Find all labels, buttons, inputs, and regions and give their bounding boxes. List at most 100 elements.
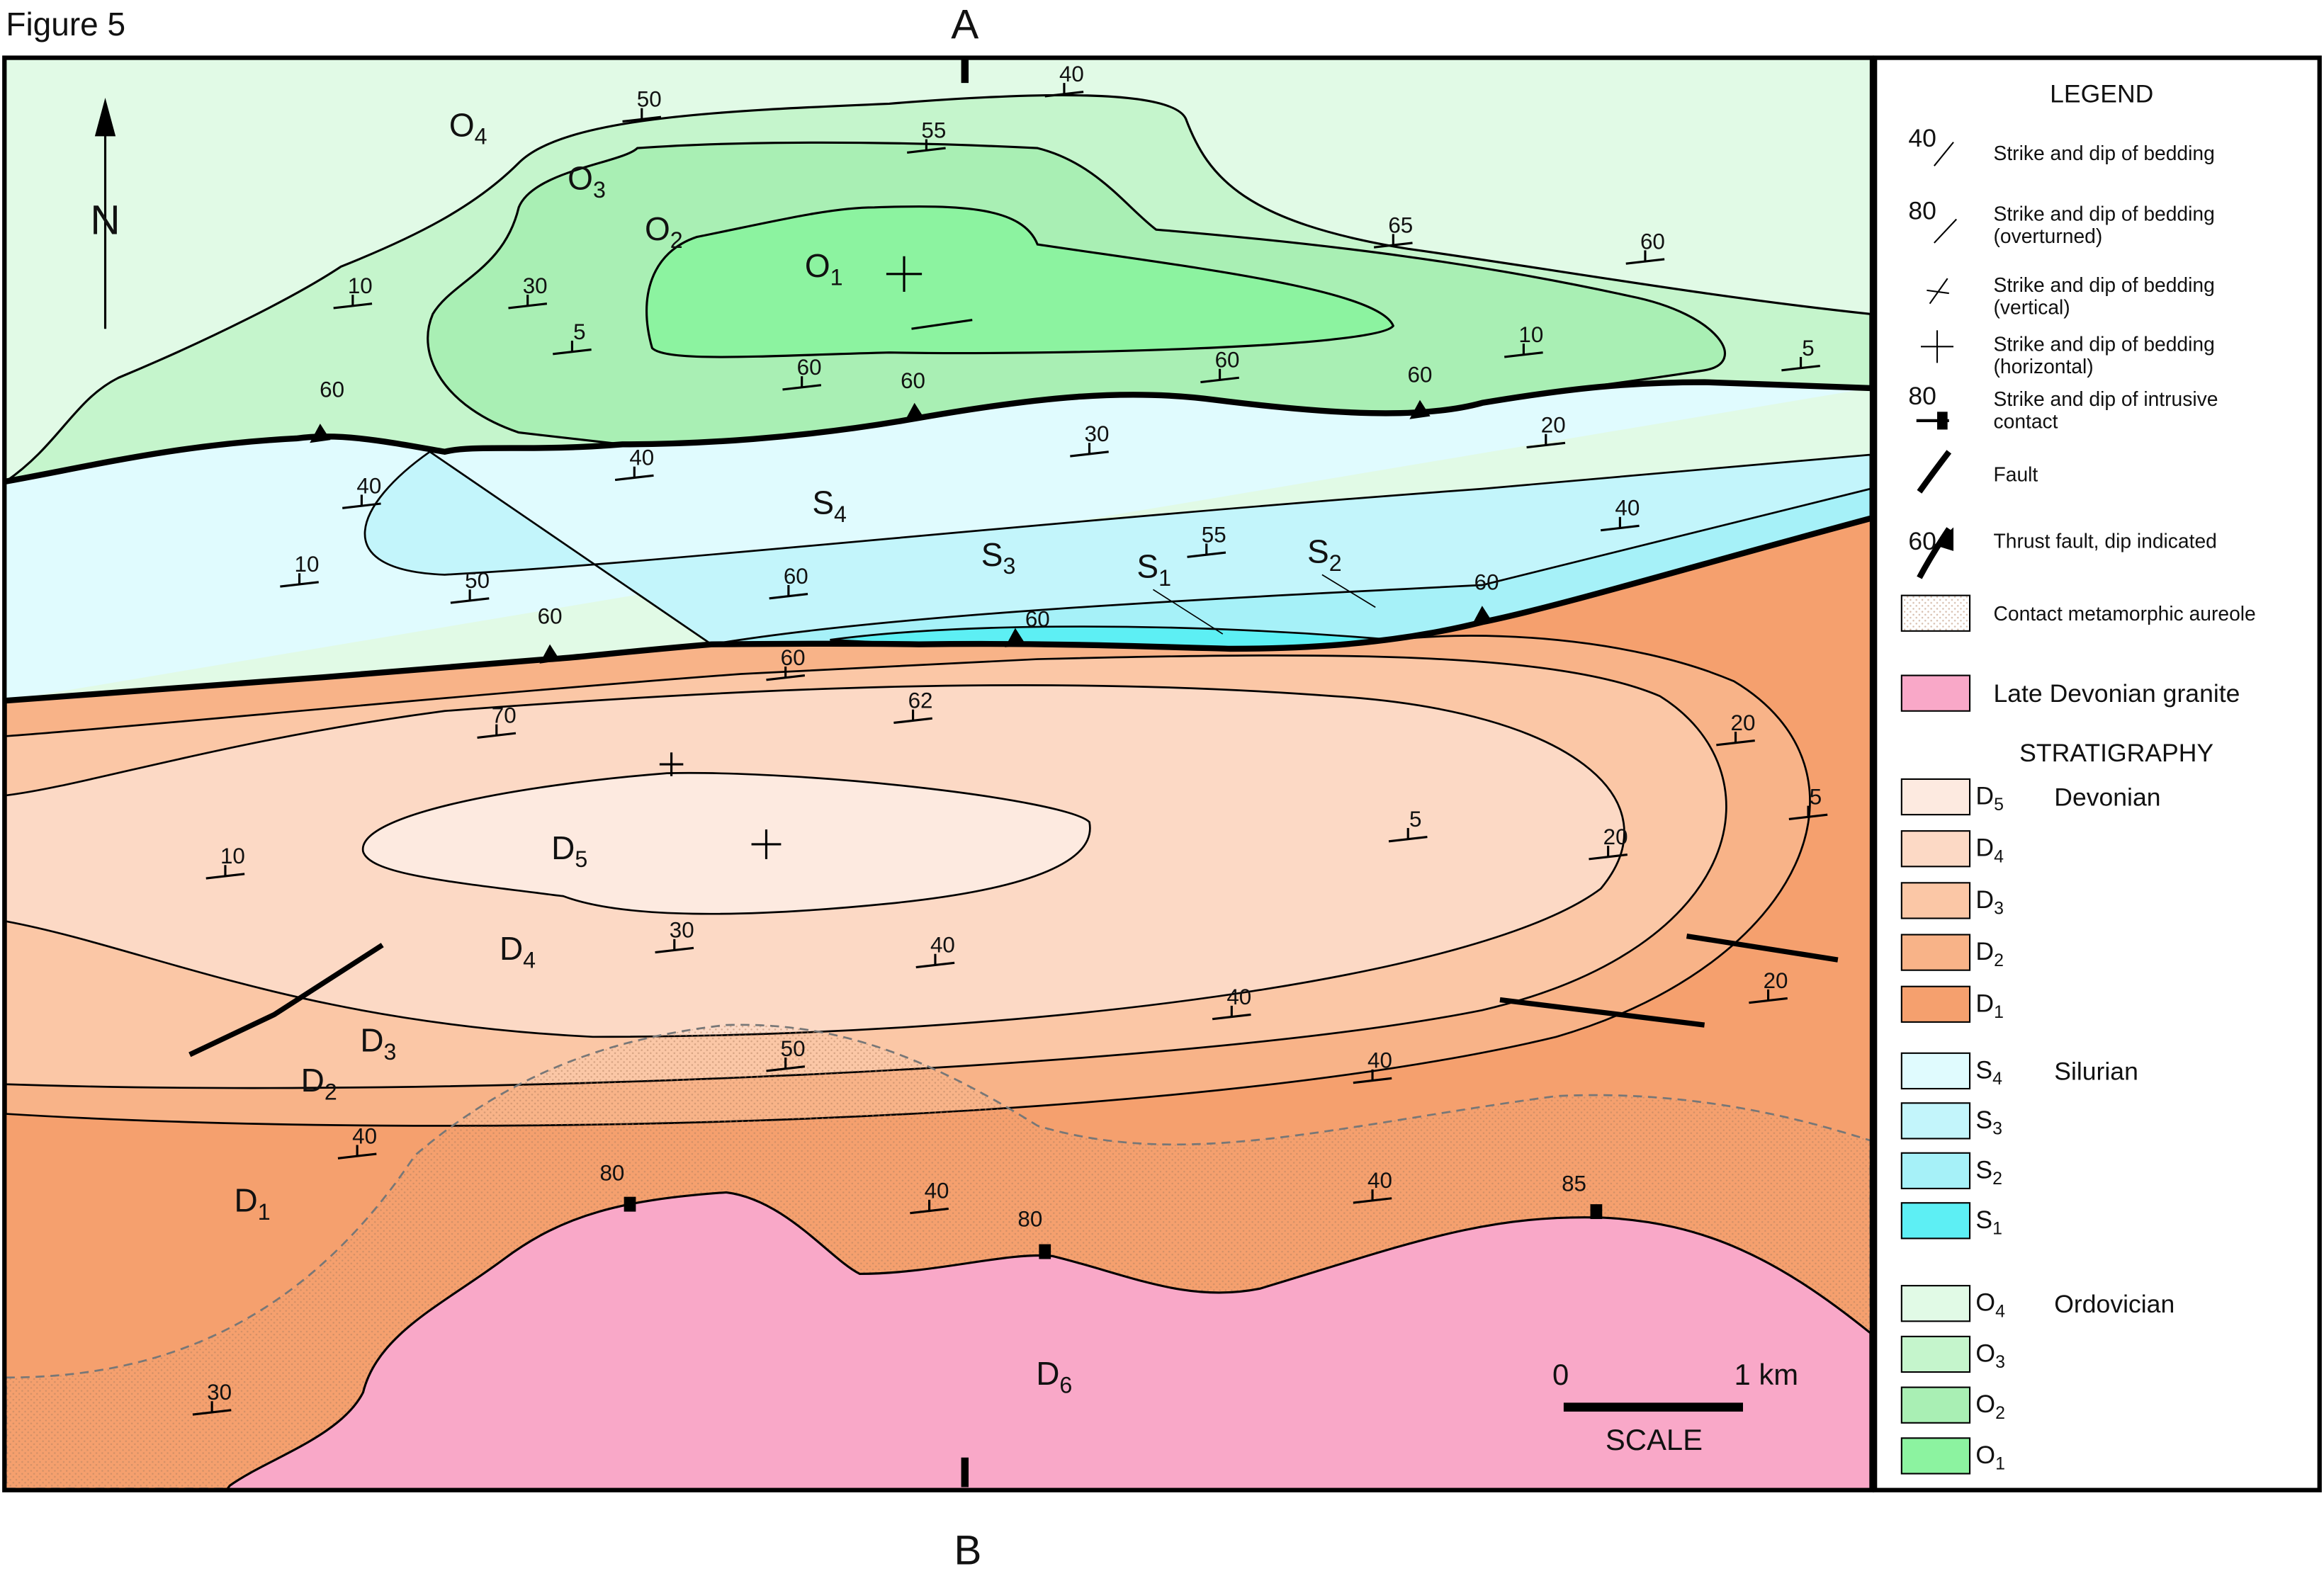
strike-symbol (1788, 813, 1828, 820)
unit-subscript: 5 (1994, 795, 2004, 815)
strike-symbol (333, 302, 373, 310)
legend-swatch (1900, 1202, 1971, 1240)
strike-symbol (1601, 524, 1640, 532)
legend-swatch (1900, 985, 1971, 1023)
dip-label: 30 (670, 918, 694, 943)
strike-symbol (337, 1152, 377, 1160)
strike-symbol (1353, 1197, 1392, 1204)
unit-label: S1 (1136, 548, 1171, 591)
thrust-fault (6, 515, 1871, 704)
unit-subscript: 1 (1994, 1002, 2004, 1022)
unit-letter: O (1975, 1339, 1995, 1367)
unit-letter: S (1975, 1106, 1992, 1134)
unit-subscript: 4 (1992, 1069, 2002, 1089)
strike-symbol (553, 348, 592, 356)
strike-symbol (477, 732, 517, 739)
legend-glyph (1917, 450, 1952, 494)
map-frame (2, 55, 1875, 1492)
unit-subscript: 3 (593, 177, 606, 203)
unit-subscript: 2 (1994, 951, 2004, 970)
unit-label: S1 (1975, 1206, 2002, 1239)
vertical-symbol (911, 319, 973, 330)
unit-label: O2 (1975, 1390, 2005, 1423)
unit-label: O1 (1975, 1441, 2005, 1474)
fault (1686, 934, 1839, 963)
legend-swatch (1900, 1152, 1971, 1189)
dip-label: 5 (1409, 807, 1421, 832)
fault (188, 943, 384, 1058)
unit-letter: D (1036, 1355, 1059, 1392)
unit-subscript: 4 (475, 124, 487, 149)
legend-swatch (1900, 674, 1971, 712)
strike-symbol (1212, 1013, 1251, 1021)
legend-frame (1873, 55, 2322, 1492)
unit-letter: S (1975, 1155, 1992, 1184)
dip-label: 10 (220, 844, 245, 868)
scale-label: 0 (1552, 1358, 1569, 1391)
unit-subscript: 3 (1003, 553, 1015, 579)
legend-label: Strike and dip of bedding (1994, 333, 2215, 356)
strike-symbol (1716, 739, 1755, 747)
dip-label: 60 (781, 645, 806, 670)
dip-label: 60 (1474, 569, 1499, 594)
dip-label: 55 (921, 118, 946, 142)
intrusive-contact-symbol (624, 1196, 636, 1212)
unit-subscript: 3 (384, 1039, 397, 1065)
legend-swatch (1900, 830, 1971, 868)
strike-symbol (450, 597, 490, 604)
strike-symbol (766, 1065, 806, 1072)
thrust-tooth (904, 402, 925, 422)
unit-letter: D (551, 829, 575, 866)
unit-label: O1 (805, 247, 843, 290)
dip-label: 40 (356, 473, 381, 498)
dip-label: 60 (538, 603, 563, 628)
unit-label: D4 (500, 930, 536, 973)
legend-swatch (1900, 778, 1971, 816)
unit-subscript: 2 (325, 1079, 337, 1104)
unit-label: D6 (1036, 1355, 1072, 1398)
unit-letter: D (1975, 937, 1994, 965)
legend-swatch (1900, 1335, 1971, 1373)
dip-label: 70 (492, 703, 517, 727)
strike-symbol (655, 946, 694, 954)
leader (1321, 574, 1376, 608)
legend-label: contact (1994, 409, 2058, 432)
strike-symbol (614, 474, 654, 482)
dip-label: 40 (1226, 985, 1251, 1009)
unit-label: O2 (645, 210, 683, 253)
dip-label: 60 (1215, 348, 1240, 373)
dip-label: 10 (1518, 322, 1543, 347)
legend-label: Strike and dip of intrusive (1994, 387, 2218, 410)
strike-symbol (1044, 91, 1084, 98)
scale-label: SCALE (1606, 1423, 1703, 1456)
unit-subscript: 3 (1992, 1119, 2002, 1139)
dip-label: 5 (1810, 785, 1822, 810)
dip-label: 60 (320, 377, 344, 402)
unit-label: D1 (235, 1182, 271, 1225)
unit-letter: O (805, 247, 830, 284)
thrust-fault (6, 379, 1871, 484)
dip-label: 10 (348, 273, 373, 298)
unit-subscript: 2 (1995, 1403, 2005, 1423)
legend-label: Thrust fault, dip indicated (1994, 530, 2217, 552)
unit-label: D5 (551, 829, 587, 872)
dip-label: 40 (629, 446, 654, 470)
unit-label: S4 (1975, 1055, 2002, 1089)
dip-label: 50 (465, 568, 490, 593)
legend-glyph (1937, 412, 1948, 430)
unit-letter: O (1975, 1441, 1995, 1469)
legend-swatch (1900, 882, 1971, 919)
strike-symbol (893, 717, 932, 725)
unit-d5 (362, 771, 1091, 915)
strike-symbol (1187, 551, 1226, 558)
dip-label: 20 (1764, 968, 1788, 993)
legend-glyph (1934, 142, 1954, 166)
intrusive-contact-symbol (1590, 1204, 1603, 1220)
dip-label: 60 (1408, 363, 1433, 387)
unit-label: D3 (1975, 885, 2004, 919)
figure-label: Figure 5 (6, 6, 125, 42)
legend-value: 40 (1908, 124, 1936, 152)
dip-label: 10 (295, 552, 320, 577)
strike-symbol (205, 873, 245, 880)
